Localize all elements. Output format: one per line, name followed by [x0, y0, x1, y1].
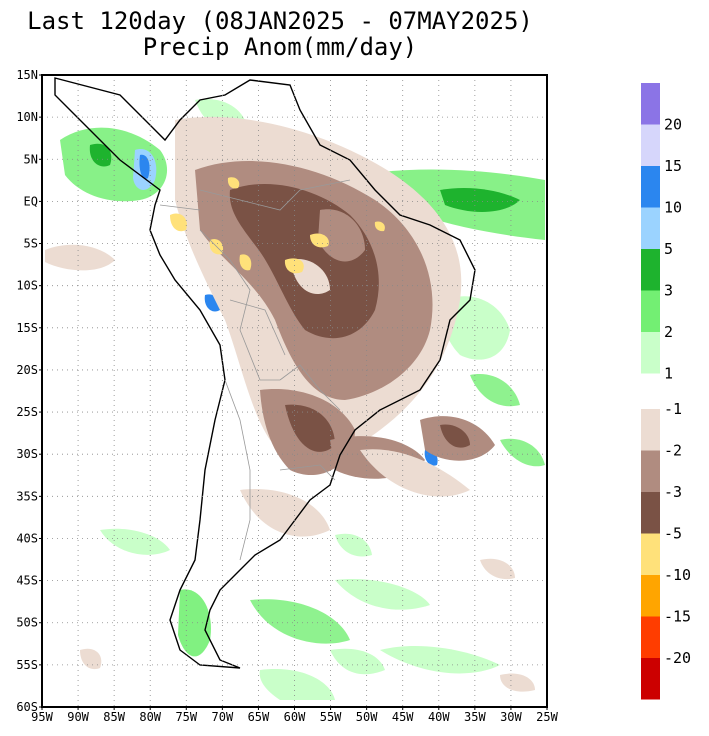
lat-label: 25S	[16, 405, 38, 419]
dry-colorbar: -1 -2 -3 -5 -10 -15 -20	[641, 400, 691, 700]
dry-anomaly-areas	[45, 116, 535, 692]
wet-colorbar-label: 20	[664, 116, 682, 134]
lon-label: 60W	[284, 710, 306, 724]
lat-lon-gridlines	[42, 75, 547, 707]
dry-colorbar-swatch	[641, 658, 660, 700]
dry-colorbar-swatch	[641, 492, 660, 534]
wet-colorbar-swatch	[641, 290, 660, 332]
dry-colorbar-label: -2	[664, 442, 682, 460]
lon-label: 70W	[212, 710, 234, 724]
dry-colorbar-swatch	[641, 575, 660, 617]
lat-label: 40S	[16, 531, 38, 545]
country-borders	[159, 179, 351, 561]
lat-label: 60S	[16, 700, 38, 714]
lon-label: 55W	[320, 710, 342, 724]
dry-colorbar-label: -1	[664, 400, 682, 418]
lat-label: 50S	[16, 616, 38, 630]
wet-colorbar-label: 3	[664, 282, 673, 300]
wet-colorbar-label: 15	[664, 157, 682, 175]
wet-colorbar: 20 15 10 5 3 2 1	[641, 83, 682, 383]
lat-label: 55S	[16, 658, 38, 672]
wet-colorbar-swatch	[641, 249, 660, 291]
dry-colorbar-swatch	[641, 450, 660, 492]
lat-label: 10N	[16, 110, 38, 124]
lon-label: 95W	[31, 710, 53, 724]
lon-label: 65W	[248, 710, 270, 724]
wet-colorbar-label: 2	[664, 323, 673, 341]
latitude-labels: 15N 10N 5N EQ 5S 10S 15S 20S 25S 30S 35S 40S 45S 50S 5…	[16, 68, 42, 714]
lat-label: 5S	[24, 237, 38, 251]
lon-label: 25W	[536, 710, 558, 724]
lon-label: 85W	[103, 710, 125, 724]
map-title: Last 120day (08JAN2025 - 07MAY2025)	[27, 7, 533, 35]
map-subtitle: Precip Anom(mm/day)	[142, 33, 418, 61]
lat-label: EQ	[24, 194, 38, 208]
lat-label: 30S	[16, 447, 38, 461]
dry-colorbar-label: -5	[664, 525, 682, 543]
wet-colorbar-label: 10	[664, 199, 682, 217]
lon-label: 80W	[139, 710, 161, 724]
dry-colorbar-label: -3	[664, 483, 682, 501]
longitude-labels: 95W 90W 85W 80W 75W 70W 65W 60W 55W 50W 45W 40W 35W 3…	[31, 707, 559, 724]
lat-label: 20S	[16, 363, 38, 377]
wet-colorbar-swatch	[641, 124, 660, 166]
dry-colorbar-swatch	[641, 616, 660, 658]
dry-colorbar-swatch	[641, 409, 660, 451]
lat-label: 45S	[16, 574, 38, 588]
wet-anomaly-areas	[60, 99, 545, 700]
lat-label: 15S	[16, 321, 38, 335]
dry-colorbar-label: -10	[664, 566, 691, 584]
lat-label: 5N	[24, 152, 38, 166]
lat-label: 35S	[16, 489, 38, 503]
lon-label: 30W	[500, 710, 522, 724]
wet-colorbar-label: 1	[664, 365, 673, 383]
wet-colorbar-swatch	[641, 83, 660, 125]
dry-colorbar-label: -20	[664, 649, 691, 667]
wet-colorbar-swatch	[641, 166, 660, 208]
lon-label: 45W	[392, 710, 414, 724]
dry-colorbar-label: -15	[664, 608, 691, 626]
lon-label: 35W	[464, 710, 486, 724]
continent-outline	[54, 77, 476, 669]
lat-label: 15N	[16, 68, 38, 82]
lon-label: 50W	[356, 710, 378, 724]
lon-label: 40W	[428, 710, 450, 724]
lon-label: 90W	[67, 710, 89, 724]
wet-colorbar-swatch	[641, 207, 660, 249]
wet-colorbar-swatch	[641, 332, 660, 374]
lon-label: 75W	[175, 710, 197, 724]
dry-colorbar-swatch	[641, 533, 660, 575]
wet-colorbar-label: 5	[664, 240, 673, 258]
lat-label: 10S	[16, 279, 38, 293]
